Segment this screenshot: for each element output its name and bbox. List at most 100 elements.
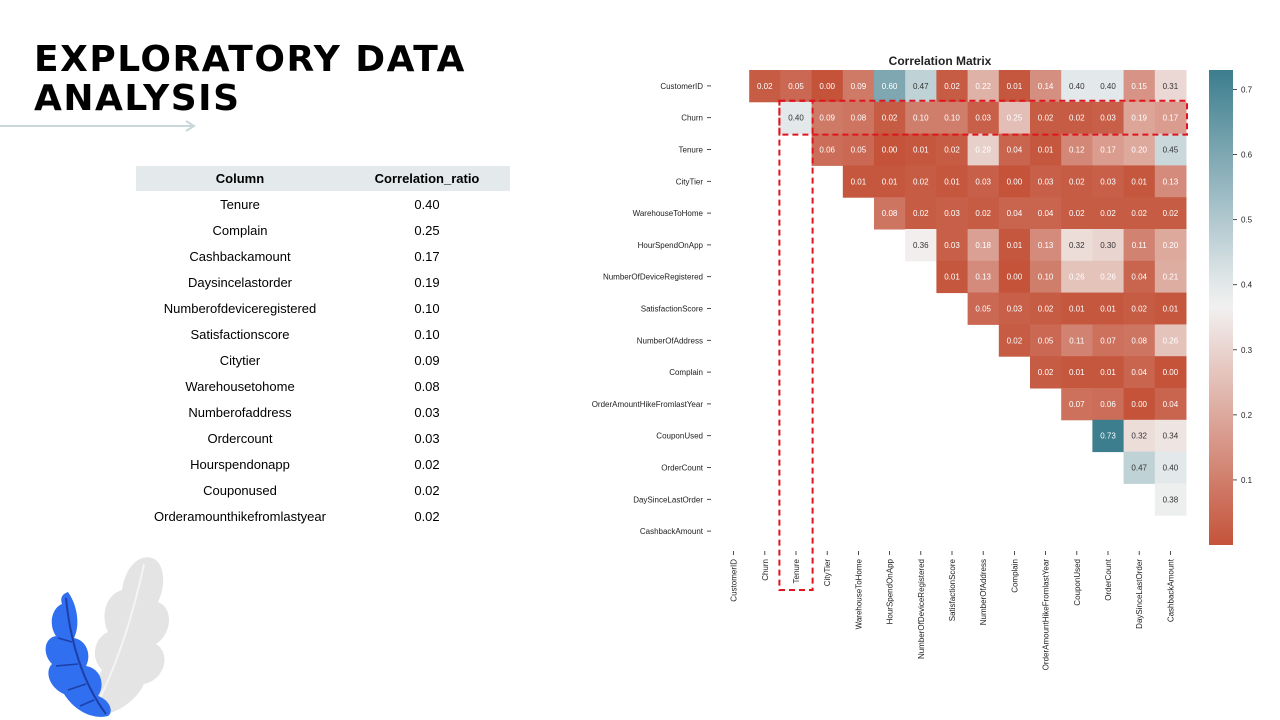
- heatmap-cell: [1154, 101, 1187, 135]
- heatmap-cell: [811, 70, 844, 103]
- table-cell-ratio: 0.17: [414, 248, 440, 264]
- heatmap-cell: [905, 101, 937, 135]
- heatmap-value-label: 0.03: [975, 177, 991, 186]
- heatmap-cell: [936, 260, 969, 294]
- heatmap-cell: [1061, 356, 1093, 389]
- y-tick-label: SatisfactionScore: [641, 305, 704, 314]
- heatmap-cell: [1061, 165, 1093, 198]
- colorbar-tick-label: 0.1: [1241, 476, 1253, 485]
- heatmap-cell: [842, 165, 875, 198]
- table-cell-ratio: 0.10: [414, 300, 440, 316]
- y-tick-label: HourSpendOnApp: [638, 241, 704, 250]
- table-cell-ratio: 0.08: [414, 378, 440, 394]
- heatmap-cell: [998, 229, 1031, 262]
- correlation-heatmap: Correlation Matrix 0.02 0.05 0.00 0.09 0.60 0…: [592, 54, 1253, 671]
- table-row: Orderamounthikefromlastyear 0.02: [136, 503, 510, 529]
- x-tick-label: DaySinceLastOrder: [1135, 559, 1144, 629]
- heatmap-value-label: 0.04: [1163, 400, 1179, 409]
- x-tick-label: CityTier: [823, 559, 832, 587]
- y-tick-label: OrderCount: [661, 464, 704, 473]
- table-cell-column: Citytier: [219, 352, 261, 368]
- heatmap-cell: [936, 197, 969, 230]
- column-header-column: Column: [136, 166, 344, 191]
- heatmap-value-label: 0.13: [1038, 241, 1054, 250]
- slide-title-line-1: EXPLORATORY DATA: [34, 39, 466, 80]
- heatmap-value-label: 0.30: [1100, 241, 1116, 250]
- heatmap-cell: [1123, 165, 1156, 198]
- heatmap-value-label: 0.12: [1069, 146, 1085, 155]
- table-row: Complain 0.25: [136, 217, 510, 243]
- heatmap-value-label: 0.09: [819, 114, 835, 123]
- heatmap-cell: [905, 133, 937, 166]
- column-header-correlation-ratio: Correlation_ratio: [344, 166, 510, 191]
- heatmap-cell: [1092, 388, 1125, 421]
- heatmap-cell: [1123, 229, 1156, 262]
- heatmap-cell: [1030, 70, 1062, 103]
- heatmap-value-label: 0.02: [1069, 114, 1085, 123]
- heatmap-cell: [1123, 133, 1156, 166]
- heatmap-cell: [842, 70, 875, 103]
- heatmap-cell: [1092, 419, 1125, 453]
- heatmap-cell: [1092, 324, 1125, 357]
- heatmap-cell: [1061, 133, 1093, 166]
- table-cell-column: Numberofdeviceregistered: [163, 300, 317, 316]
- heatmap-value-label: 0.10: [944, 114, 960, 123]
- heatmap-value-label: 0.40: [1163, 464, 1179, 473]
- heatmap-value-label: 0.25: [1007, 114, 1023, 123]
- heatmap-value-label: 0.08: [1131, 336, 1147, 345]
- table-cell-column: Couponused: [203, 482, 277, 498]
- table-row: Cashbackamount 0.17: [136, 243, 510, 269]
- heatmap-cell: [1123, 388, 1156, 421]
- heatmap-value-label: 0.06: [819, 146, 835, 155]
- heatmap-value-label: 0.40: [788, 114, 804, 123]
- heatmap-cell: [967, 133, 1000, 166]
- table-cell-column: Satisfactionscore: [190, 326, 290, 342]
- table-cell-column: Complain: [212, 222, 268, 238]
- heatmap-cell: [1123, 101, 1156, 135]
- heatmap-value-label: 0.10: [913, 114, 929, 123]
- heatmap-cell: [1154, 356, 1187, 389]
- heatmap-value-label: 0.17: [1100, 146, 1116, 155]
- table-cell-ratio: 0.02: [414, 508, 440, 524]
- heatmap-value-label: 0.07: [1069, 400, 1085, 409]
- heatmap-value-label: 0.02: [944, 146, 960, 155]
- heatmap-value-label: 0.09: [851, 82, 867, 91]
- heatmap-cell: [780, 101, 813, 135]
- heatmap-value-label: 0.47: [1131, 464, 1147, 473]
- heatmap-value-label: 0.01: [1100, 305, 1116, 314]
- heatmap-cell: [1030, 292, 1062, 325]
- heatmap-cell: [936, 70, 969, 103]
- heatmap-cell: [1030, 356, 1062, 389]
- table-cell-column: Daysincelastorder: [187, 274, 293, 290]
- x-tick-label: Complain: [1010, 559, 1019, 593]
- blue-leaf-icon: [45, 592, 111, 717]
- heatmap-cell: [1154, 133, 1187, 166]
- heatmap-cell: [1092, 356, 1125, 389]
- heatmap-value-label: 0.02: [913, 209, 929, 218]
- heatmap-cell: [1092, 260, 1125, 294]
- heatmap-cell: [811, 133, 844, 166]
- heatmap-value-label: 0.05: [975, 305, 991, 314]
- heatmap-value-label: 0.02: [913, 177, 929, 186]
- y-tick-label: DaySinceLastOrder: [633, 495, 703, 504]
- heatmap-value-label: 0.10: [1038, 273, 1054, 282]
- heatmap-cell: [1154, 324, 1187, 357]
- heatmap-value-label: 0.00: [1007, 273, 1023, 282]
- table-row: Ordercount 0.03: [136, 425, 510, 451]
- heatmap-value-label: 0.01: [851, 177, 867, 186]
- heatmap-value-label: 0.45: [1163, 146, 1179, 155]
- x-tick-label: CustomerID: [730, 559, 739, 602]
- heatmap-value-label: 0.73: [1100, 432, 1116, 441]
- colorbar: [1209, 70, 1233, 545]
- heatmap-cell: [967, 229, 1000, 262]
- heatmap-value-label: 0.15: [1131, 82, 1147, 91]
- table-row: Daysincelastorder 0.19: [136, 269, 510, 295]
- correlation-ratio-table: Column Correlation_ratio Tenure 0.40 Comp…: [136, 166, 510, 529]
- colorbar-tick-label: 0.2: [1241, 411, 1253, 420]
- x-tick-label: OrderAmountHikeFromlastYear: [1042, 559, 1051, 671]
- heatmap-value-label: 0.05: [851, 146, 867, 155]
- x-tick-label: SatisfactionScore: [948, 558, 957, 621]
- heatmap-value-label: 0.00: [882, 146, 898, 155]
- y-tick-label: Complain: [669, 368, 703, 377]
- heatmap-value-label: 0.02: [944, 82, 960, 91]
